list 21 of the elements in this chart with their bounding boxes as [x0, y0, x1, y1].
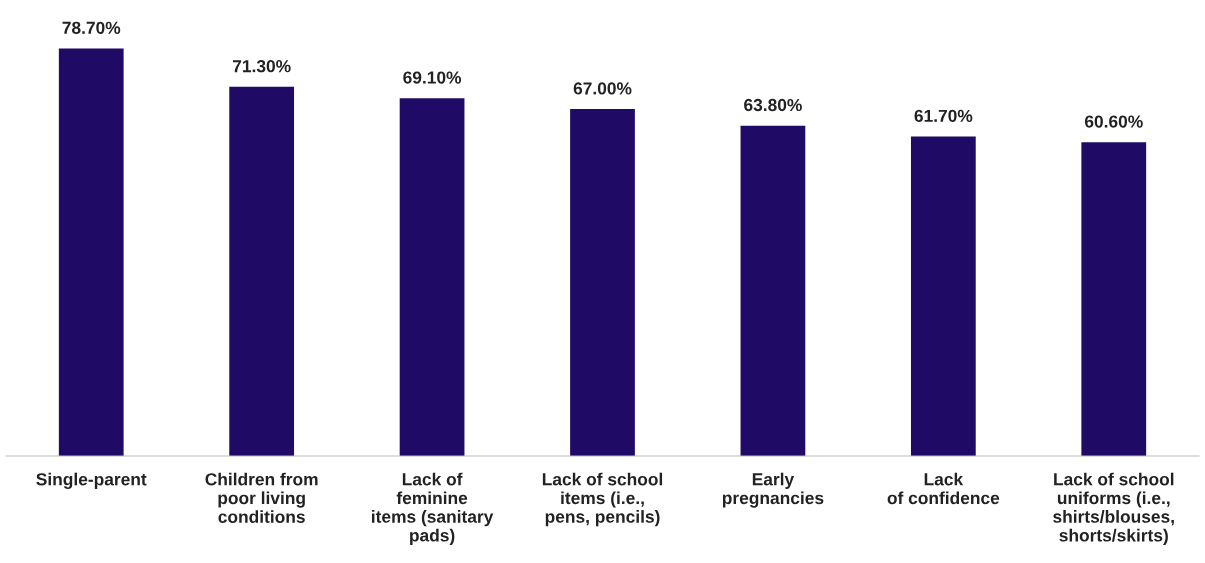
data-label: 71.30%: [232, 60, 291, 73]
x-tick-label: Lack of feminine items (sanitary pads): [372, 472, 494, 545]
bar: [399, 98, 465, 457]
bar: [910, 136, 976, 457]
data-label: 67.00%: [573, 82, 632, 95]
bar: [58, 48, 124, 457]
bar: [1081, 142, 1147, 457]
x-tick-label: Early pregnancies: [722, 472, 824, 508]
x-tick-label: Lack of school uniforms (i.e., shirts/blouses, shorts/skirts): [1053, 472, 1174, 545]
x-tick-label: Children from poor living conditions: [205, 472, 318, 523]
bar: [570, 109, 635, 457]
bar: [229, 86, 295, 457]
data-label: 78.70%: [62, 21, 121, 34]
bar: [740, 125, 806, 457]
x-tick-label: Single-parent: [36, 472, 147, 489]
data-label: 69.10%: [403, 71, 462, 84]
data-label: 63.80%: [744, 98, 802, 112]
data-label: 61.70%: [914, 109, 973, 123]
data-label: 60.60%: [1084, 115, 1143, 128]
x-tick-label: Lack of confidence: [887, 472, 1000, 505]
x-tick-label: Lack of school items (i.e., pens, pencils): [542, 472, 663, 527]
